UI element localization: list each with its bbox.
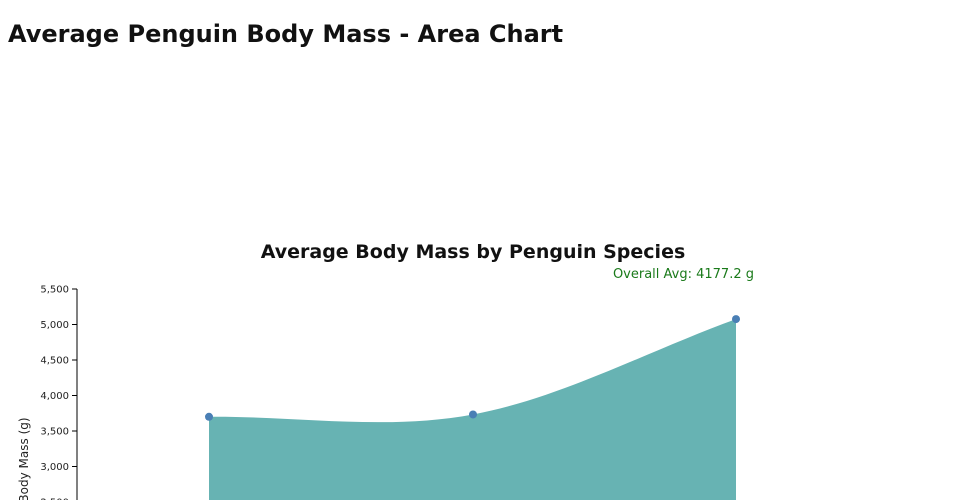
area-layer [209, 319, 736, 500]
overall-average-annotation: Overall Avg: 4177.2 g [613, 267, 754, 282]
data-point [732, 315, 740, 324]
chart-title: Average Body Mass by Penguin Species [261, 241, 686, 263]
y-tick-label: 5,000 [40, 320, 69, 331]
y-tick-label: 3,500 [40, 427, 69, 438]
y-axis-label: Body Mass (g) [17, 417, 31, 500]
y-axis: 2,500 3,000 3,500 4,000 4,500 5,000 5,500 [40, 285, 78, 500]
y-tick-label: 4,500 [40, 356, 69, 367]
y-tick-label: 2,500 [40, 498, 69, 500]
y-tick-label: 4,000 [40, 391, 69, 402]
page-title: Average Penguin Body Mass - Area Chart [8, 20, 564, 48]
y-tick-label: 3,000 [40, 462, 69, 473]
area-fill [209, 319, 736, 500]
data-points [205, 315, 740, 421]
y-tick-label: 5,500 [40, 285, 69, 296]
data-point [469, 410, 477, 419]
data-point [205, 412, 213, 421]
